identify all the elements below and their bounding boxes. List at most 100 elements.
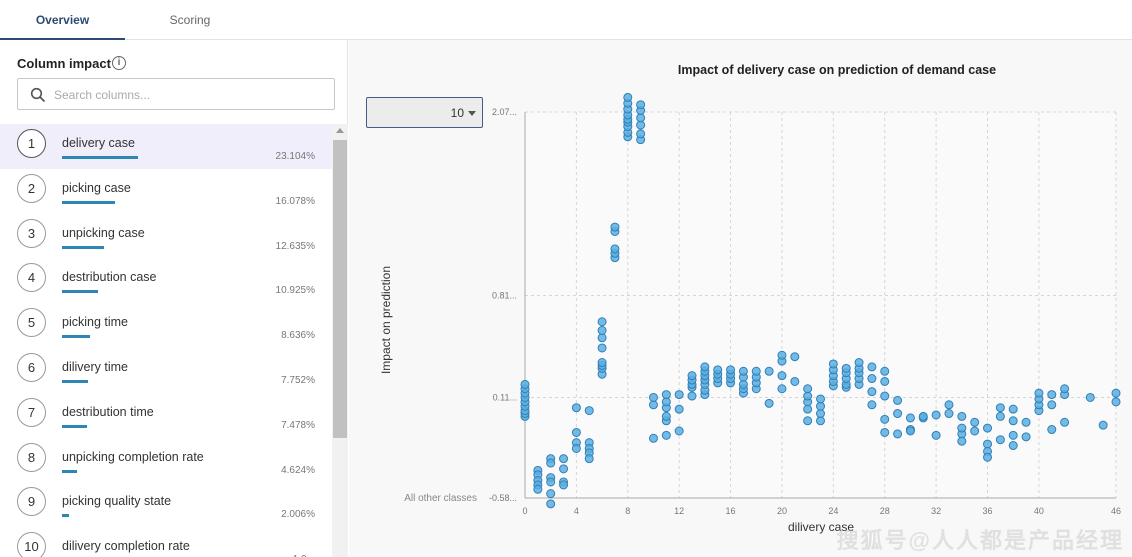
data-point [880,376,890,386]
data-point [995,435,1005,445]
column-row[interactable]: 1 delivery case 23.104% [0,124,332,169]
impact-percent: 8.636% [281,330,315,342]
y-tick-label: 0.81... [492,291,517,301]
impact-percent: 7.752% [281,375,315,386]
data-point [546,477,556,487]
rank-badge: 4 [17,263,46,293]
column-row[interactable]: 10 dilivery completion rate 1.9... [0,527,332,557]
column-row[interactable]: 3 unpicking case 12.635% [0,214,332,259]
data-point [970,426,980,436]
tab-overview[interactable]: Overview [0,0,125,40]
data-point [687,391,697,401]
rank-badge: 10 [17,532,46,557]
data-point [918,411,928,421]
column-row[interactable]: 8 unpicking completion rate 4.624% [0,438,332,483]
data-point [597,325,607,335]
impact-bar [62,514,69,518]
data-point [687,371,697,381]
data-point [533,484,543,494]
data-point [610,244,620,254]
dropdown-value: 10 [450,106,464,120]
data-point [738,366,748,376]
data-point [571,403,581,413]
chart-title: Impact of delivery case on prediction of… [678,63,996,77]
search-input[interactable] [54,85,324,105]
column-row[interactable]: 6 dilivery time 7.752% [0,348,332,393]
column-row[interactable]: 2 picking case 16.078% [0,169,332,214]
data-point [1021,432,1031,442]
data-point [1111,388,1121,398]
column-impact-title: Column impact [17,56,111,71]
data-point [880,414,890,424]
data-point [905,426,915,436]
scroll-up-arrow-icon[interactable] [336,128,344,133]
data-point [803,384,813,394]
data-point [636,100,646,110]
x-tick-label: 24 [828,506,838,516]
data-point [636,129,646,139]
data-point [995,403,1005,413]
data-point [559,454,569,464]
data-point [559,464,569,474]
data-point [905,413,915,423]
data-point [1047,425,1057,435]
data-point [957,436,967,446]
data-point [970,417,980,427]
x-tick-label: 12 [674,506,684,516]
scrollbar-thumb[interactable] [333,140,347,438]
data-point [1060,417,1070,427]
data-point [957,411,967,421]
data-point [700,362,710,372]
column-name: unpicking case [62,225,145,240]
data-point [674,404,684,414]
rank-badge: 9 [17,487,46,517]
data-point [867,374,877,384]
impact-bar [62,290,98,294]
data-point [983,452,993,462]
x-tick-label: 0 [522,506,527,516]
data-point [777,371,787,381]
data-point [893,395,903,405]
column-name: destribution case [62,270,157,285]
rank-badge: 8 [17,442,46,472]
column-row[interactable]: 5 picking time 8.636% [0,303,332,348]
data-point [777,350,787,360]
x-tick-label: 4 [574,506,579,516]
top-n-dropdown[interactable]: 10 [366,97,483,128]
data-point [597,317,607,327]
data-point [1034,388,1044,398]
impact-percent: 16.078% [275,195,315,207]
data-point [1047,400,1057,410]
data-point [931,430,941,440]
column-row[interactable]: 7 destribution time 7.478% [0,393,332,438]
data-point [1047,390,1057,400]
impact-percent: 23.104% [275,151,315,162]
column-row[interactable]: 9 picking quality state 2.006% [0,482,332,527]
watermark: 搜狐号@人人都是产品经理 [836,528,1124,553]
rank-badge: 7 [17,397,46,427]
data-point [854,358,864,368]
data-point [893,429,903,439]
column-name: picking case [62,180,131,195]
data-point [1060,384,1070,394]
impact-percent: 10.925% [275,285,315,297]
data-point [713,365,723,375]
data-point [584,406,594,416]
data-point [597,343,607,353]
data-point [828,359,838,369]
column-row[interactable]: 4 destribution case 10.925% [0,258,332,303]
data-point [880,427,890,437]
column-name: picking quality state [62,494,172,509]
data-point [1008,404,1018,414]
data-point [944,409,954,419]
other-classes-label: All other classes [404,493,477,504]
data-point [571,427,581,437]
data-point [661,430,671,440]
info-icon[interactable]: i [112,56,126,70]
tab-scoring[interactable]: Scoring [169,13,211,27]
data-point [597,358,607,368]
x-tick-label: 32 [931,506,941,516]
impact-bar [62,380,88,383]
scrollbar[interactable] [332,124,348,557]
impact-bar [62,469,78,473]
